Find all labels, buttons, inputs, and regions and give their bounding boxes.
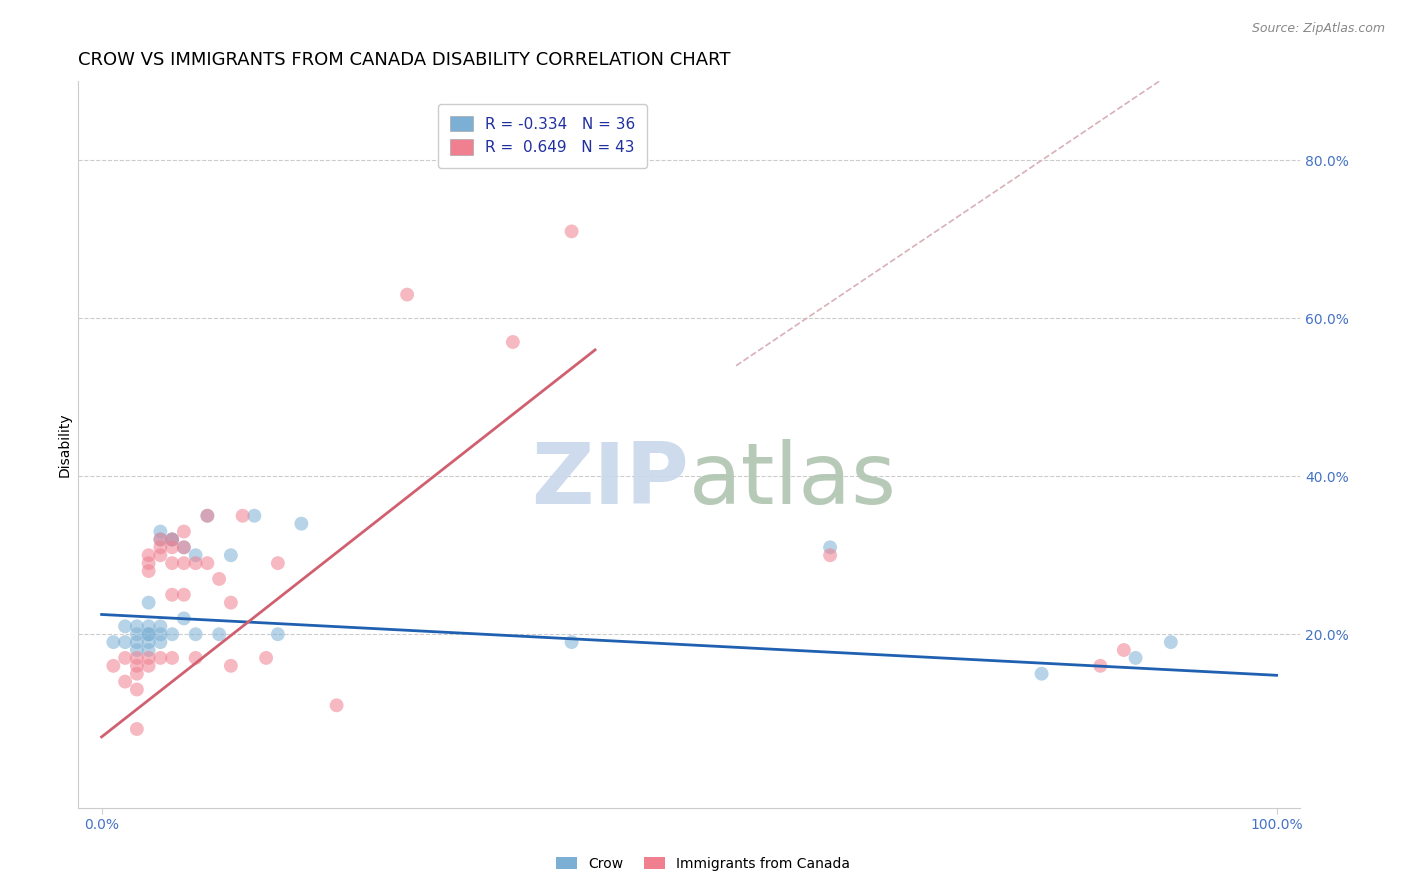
Point [149, 548, 172, 562]
Point [138, 564, 160, 578]
Point [208, 627, 231, 641]
Point [184, 627, 207, 641]
Point [114, 651, 136, 665]
Point [149, 619, 172, 633]
Point [561, 635, 583, 649]
Point [325, 698, 347, 713]
Point [561, 224, 583, 238]
Point [219, 658, 242, 673]
Point [160, 588, 183, 602]
Point [149, 627, 172, 641]
Point [243, 508, 266, 523]
Point [173, 556, 195, 570]
Point [125, 651, 148, 665]
Point [1125, 651, 1147, 665]
Point [138, 627, 160, 641]
Point [160, 541, 183, 555]
Text: ZIP: ZIP [531, 440, 689, 523]
Point [290, 516, 312, 531]
Point [103, 635, 125, 649]
Point [184, 548, 207, 562]
Point [138, 619, 160, 633]
Point [219, 548, 242, 562]
Point [818, 548, 841, 562]
Point [160, 533, 183, 547]
Point [114, 619, 136, 633]
Point [149, 533, 172, 547]
Point [125, 619, 148, 633]
Point [149, 541, 172, 555]
Text: CROW VS IMMIGRANTS FROM CANADA DISABILITY CORRELATION CHART: CROW VS IMMIGRANTS FROM CANADA DISABILIT… [79, 51, 731, 69]
Point [173, 541, 195, 555]
Y-axis label: Disability: Disability [58, 412, 72, 477]
Point [160, 533, 183, 547]
Point [195, 556, 218, 570]
Point [125, 658, 148, 673]
Point [114, 635, 136, 649]
Point [173, 588, 195, 602]
Point [138, 627, 160, 641]
Point [232, 508, 254, 523]
Point [138, 635, 160, 649]
Point [125, 627, 148, 641]
Point [149, 533, 172, 547]
Point [1090, 658, 1112, 673]
Point [160, 533, 183, 547]
Point [125, 643, 148, 657]
Point [138, 548, 160, 562]
Point [1112, 643, 1135, 657]
Point [125, 682, 148, 697]
Point [160, 651, 183, 665]
Point [125, 666, 148, 681]
Point [184, 651, 207, 665]
Point [149, 635, 172, 649]
Point [396, 287, 419, 301]
Point [125, 635, 148, 649]
Point [138, 596, 160, 610]
Point [1160, 635, 1182, 649]
Point [1031, 666, 1053, 681]
Point [138, 658, 160, 673]
Point [208, 572, 231, 586]
Point [184, 556, 207, 570]
Point [173, 611, 195, 625]
Point [195, 508, 218, 523]
Point [114, 674, 136, 689]
Point [502, 334, 524, 349]
Point [160, 627, 183, 641]
Point [267, 556, 290, 570]
Text: atlas: atlas [689, 440, 897, 523]
Legend: Crow, Immigrants from Canada: Crow, Immigrants from Canada [551, 851, 855, 876]
Point [173, 541, 195, 555]
Point [254, 651, 277, 665]
Point [138, 651, 160, 665]
Point [195, 508, 218, 523]
Point [149, 524, 172, 539]
Point [267, 627, 290, 641]
Point [149, 651, 172, 665]
Text: Source: ZipAtlas.com: Source: ZipAtlas.com [1251, 22, 1385, 36]
Point [173, 524, 195, 539]
Point [219, 596, 242, 610]
Legend: R = -0.334   N = 36, R =  0.649   N = 43: R = -0.334 N = 36, R = 0.649 N = 43 [437, 103, 647, 168]
Point [818, 541, 841, 555]
Point [138, 556, 160, 570]
Point [103, 658, 125, 673]
Point [138, 643, 160, 657]
Point [160, 556, 183, 570]
Point [125, 722, 148, 736]
